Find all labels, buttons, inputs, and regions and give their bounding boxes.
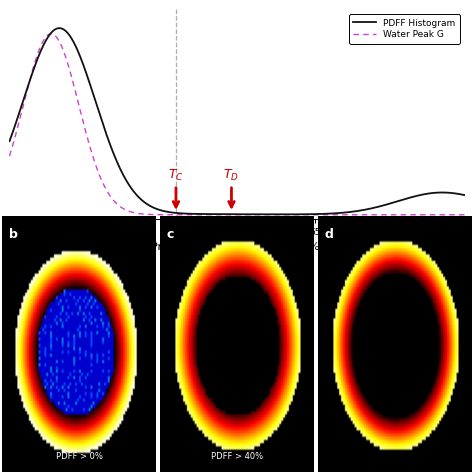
Text: PDFF > 40%: PDFF > 40% [211,452,263,461]
Text: c: c [166,228,174,241]
Legend: PDFF Histogram, Water Peak G: PDFF Histogram, Water Peak G [349,14,460,44]
Text: d: d [325,228,333,241]
Text: b: b [9,228,18,241]
Text: $T_D$: $T_D$ [223,168,239,183]
Text: $T_C$: $T_C$ [168,168,184,183]
X-axis label: Proton Density Fat Fraction (%): Proton Density Fat Fraction (%) [151,242,323,252]
Text: PDFF > 0%: PDFF > 0% [55,452,102,461]
